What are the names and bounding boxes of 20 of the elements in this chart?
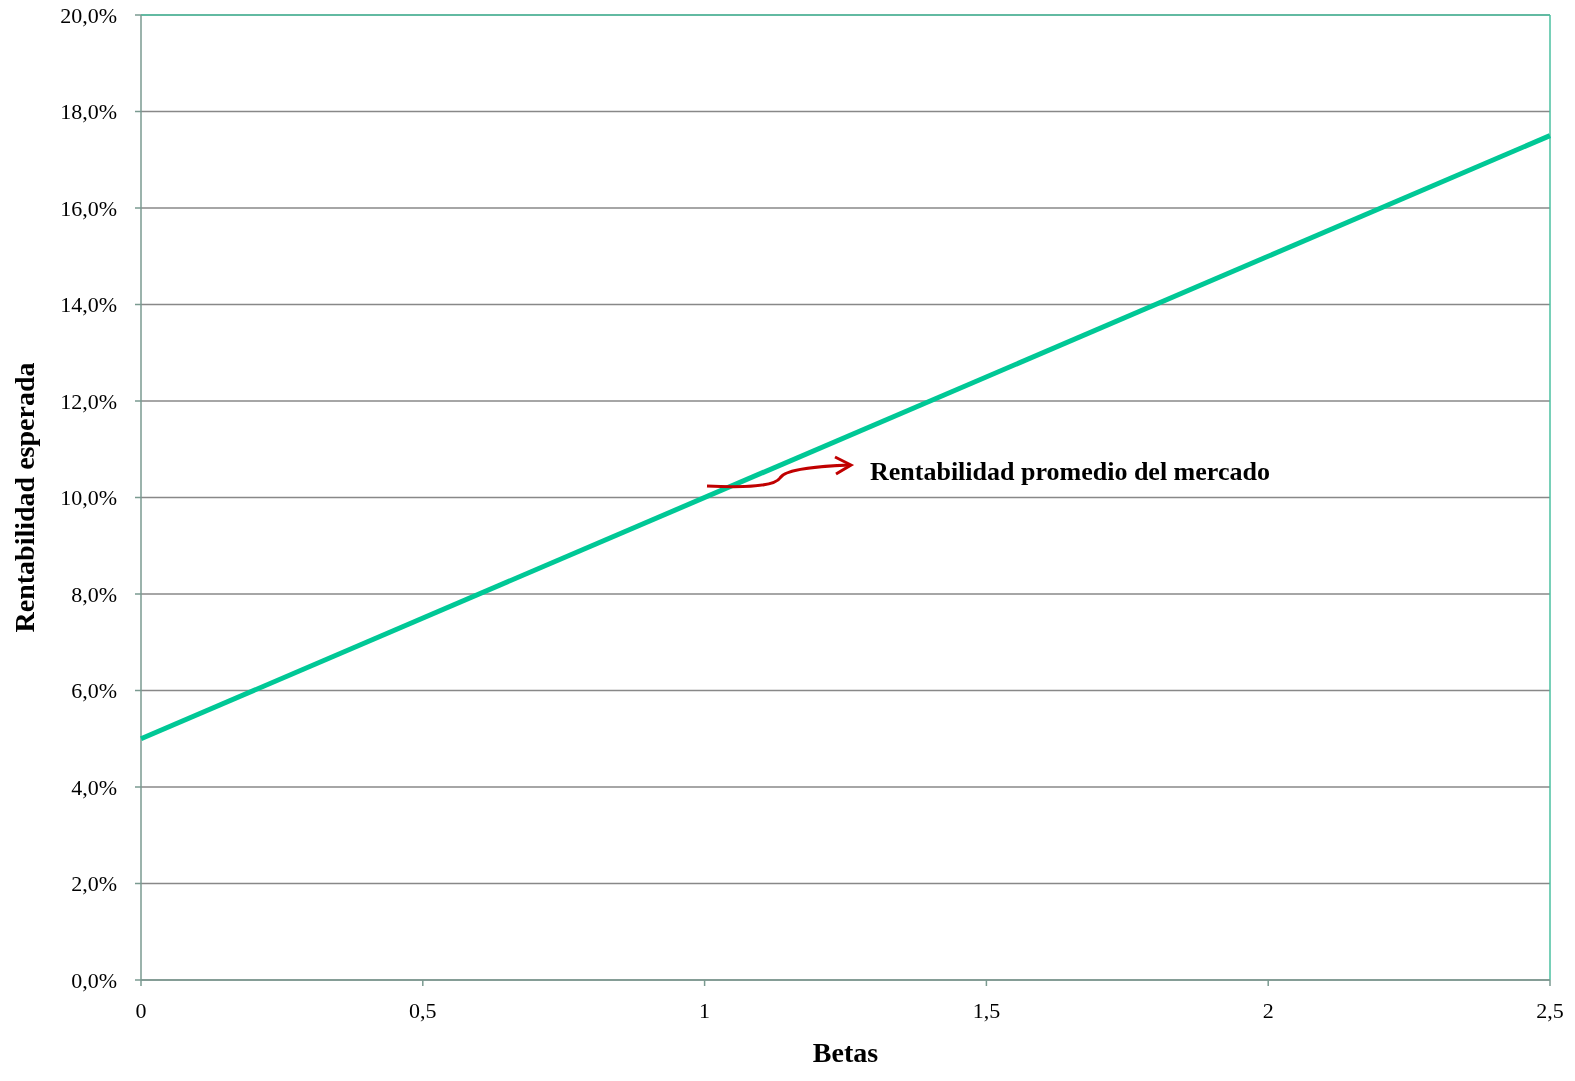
y-tick-label: 14,0% (60, 292, 117, 318)
y-tick-label: 2,0% (71, 871, 117, 897)
y-tick-label: 6,0% (71, 678, 117, 704)
y-axis-title: Rentabilidad esperada (9, 362, 40, 633)
x-tick-label: 2 (1262, 998, 1274, 1023)
y-tick-label: 16,0% (60, 195, 117, 221)
x-tick-label: 2,5 (1536, 998, 1564, 1023)
x-tick-label: 0 (135, 998, 147, 1023)
x-tick-label: 1 (699, 998, 711, 1023)
y-tick-label: 12,0% (60, 388, 117, 414)
y-tick-label: 18,0% (60, 99, 117, 125)
annotation: Rentabilidad promedio del mercado (870, 457, 1270, 486)
x-tick-label: 1,5 (972, 998, 1001, 1023)
x-axis-title: Betas (812, 1037, 879, 1068)
y-tick-label: 0,0% (71, 967, 117, 993)
y-tick-label: 10,0% (60, 485, 117, 511)
y-tick-label: 4,0% (71, 774, 117, 800)
y-tick-label: 8,0% (71, 581, 117, 607)
x-tick-label: 0,5 (409, 998, 437, 1023)
y-tick-label: 20,0% (60, 2, 117, 28)
